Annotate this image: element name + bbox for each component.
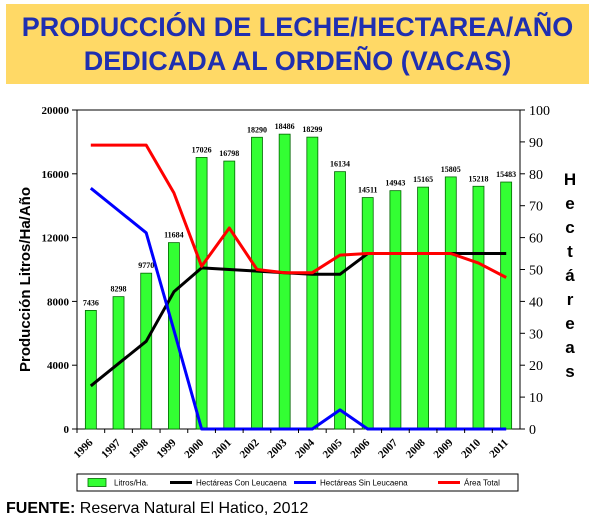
y2-axis-title-letter: H	[564, 170, 576, 189]
series-line	[90, 143, 507, 279]
y2-tick-label: 50	[529, 264, 543, 279]
bar	[306, 136, 319, 430]
title-banner: PRODUCCIÓN DE LECHE/HECTAREA/AÑO DEDICAD…	[6, 4, 589, 84]
chart-title-line-2: DEDICADA AL ORDEÑO (VACAS)	[83, 46, 512, 76]
y2-tick-label: 30	[529, 327, 543, 342]
y-tick-label: 4000	[47, 360, 70, 372]
bar	[195, 157, 208, 430]
x-tick-label: 2010	[459, 437, 483, 461]
x-tick-label: 2009	[431, 437, 455, 461]
x-tick-label: 2003	[265, 437, 289, 461]
chart-area: 0 4000 8000 12000 16000 20000 0 10 20 30 40 50 60 70 8…	[0, 90, 595, 500]
y2-axis-title-letter: c	[565, 218, 574, 237]
y2-tick-label: 0	[529, 423, 536, 438]
y2-axis-title-letter: e	[565, 314, 574, 333]
bar-data-label: 11684	[164, 231, 184, 240]
bar	[389, 190, 402, 430]
bar	[500, 181, 513, 430]
bar	[140, 272, 153, 430]
bar-data-label: 18290	[247, 125, 267, 134]
y2-tick-label: 80	[529, 168, 543, 183]
y2-axis-title-letter: s	[565, 362, 574, 381]
x-tick-label: 2007	[376, 437, 400, 461]
legend-label: Hectáreas Con Leucaena	[196, 479, 287, 488]
bar-data-label: 17026	[192, 145, 212, 154]
bar-data-label: 16798	[219, 149, 239, 158]
bar-data-label: 15218	[468, 174, 488, 183]
chart-svg: 0 4000 8000 12000 16000 20000 0 10 20 30 40 50 60 70 8…	[17, 104, 576, 492]
source-label: FUENTE:	[6, 500, 76, 517]
legend-swatch	[87, 478, 107, 487]
bar-data-label: 15165	[413, 175, 433, 184]
bar-data-label: 9770	[138, 261, 154, 270]
bar	[251, 136, 263, 430]
x-tick-label: 2004	[293, 437, 317, 461]
x-tick-label: 2000	[182, 437, 206, 461]
bar	[278, 133, 291, 430]
y-tick-label: 20000	[42, 105, 70, 117]
bar-data-label: 15483	[496, 170, 516, 179]
bar-data-label: 8298	[111, 285, 127, 294]
x-tick-label: 2008	[404, 437, 428, 461]
bar-data-label: 7436	[83, 298, 99, 307]
bar	[472, 185, 485, 430]
legend-label: Área Total	[464, 479, 500, 488]
bar-data-label: 18486	[275, 122, 295, 131]
y2-axis-title-letter: r	[567, 290, 574, 309]
bar-data-label: 16134	[330, 160, 350, 169]
x-tick-label: 1997	[99, 437, 123, 461]
bar	[223, 160, 236, 430]
y-tick-label: 0	[64, 424, 70, 436]
x-tick-label: 1996	[72, 437, 96, 461]
x-tick-label: 2011	[487, 437, 511, 461]
y2-axis-title-letter: a	[565, 338, 575, 357]
bar	[417, 186, 429, 430]
x-tick-label: 2002	[238, 437, 262, 461]
y2-tick-label: 90	[529, 136, 543, 151]
bar	[334, 171, 346, 430]
y2-tick-label: 70	[529, 200, 543, 215]
source-text: Reserva Natural El Hatico, 2012	[79, 500, 309, 517]
y-tick-label: 8000	[47, 296, 70, 308]
bar-data-label: 15805	[441, 165, 461, 174]
source-note: FUENTE: Reserva Natural El Hatico, 2012	[6, 500, 308, 518]
y2-axis-title-letter: t	[567, 242, 573, 261]
bar-data-label: 14943	[385, 179, 405, 188]
y2-tick-label: 10	[529, 391, 543, 406]
x-tick-label: 2001	[210, 437, 234, 461]
chart-title-line-1: PRODUCCIÓN DE LECHE/HECTAREA/AÑO	[21, 12, 574, 42]
y-tick-label: 16000	[42, 169, 70, 181]
bar	[84, 309, 97, 430]
bar-data-label: 18299	[302, 125, 322, 134]
bar	[444, 176, 457, 430]
y2-tick-label: 100	[529, 104, 550, 119]
x-tick-label: 2006	[348, 437, 372, 461]
y2-axis-title-letter: á	[565, 266, 575, 285]
bar	[361, 197, 374, 430]
bar	[168, 242, 180, 430]
y-tick-label: 12000	[42, 233, 70, 245]
y2-tick-label: 20	[529, 359, 543, 374]
y2-tick-label: 60	[529, 232, 543, 247]
legend-label: Litros/Ha.	[114, 479, 148, 488]
x-tick-label: 1999	[155, 437, 179, 461]
x-tick-label: 1998	[127, 437, 151, 461]
y-axis-title: Producción Litros/Ha/Año	[17, 187, 34, 372]
y2-axis-title-letter: e	[565, 194, 574, 213]
legend-label: Hectáreas Sin Leucaena	[320, 479, 408, 488]
y2-tick-label: 40	[529, 295, 543, 310]
bar-data-label: 14511	[358, 186, 378, 195]
x-tick-label: 2005	[321, 437, 345, 461]
